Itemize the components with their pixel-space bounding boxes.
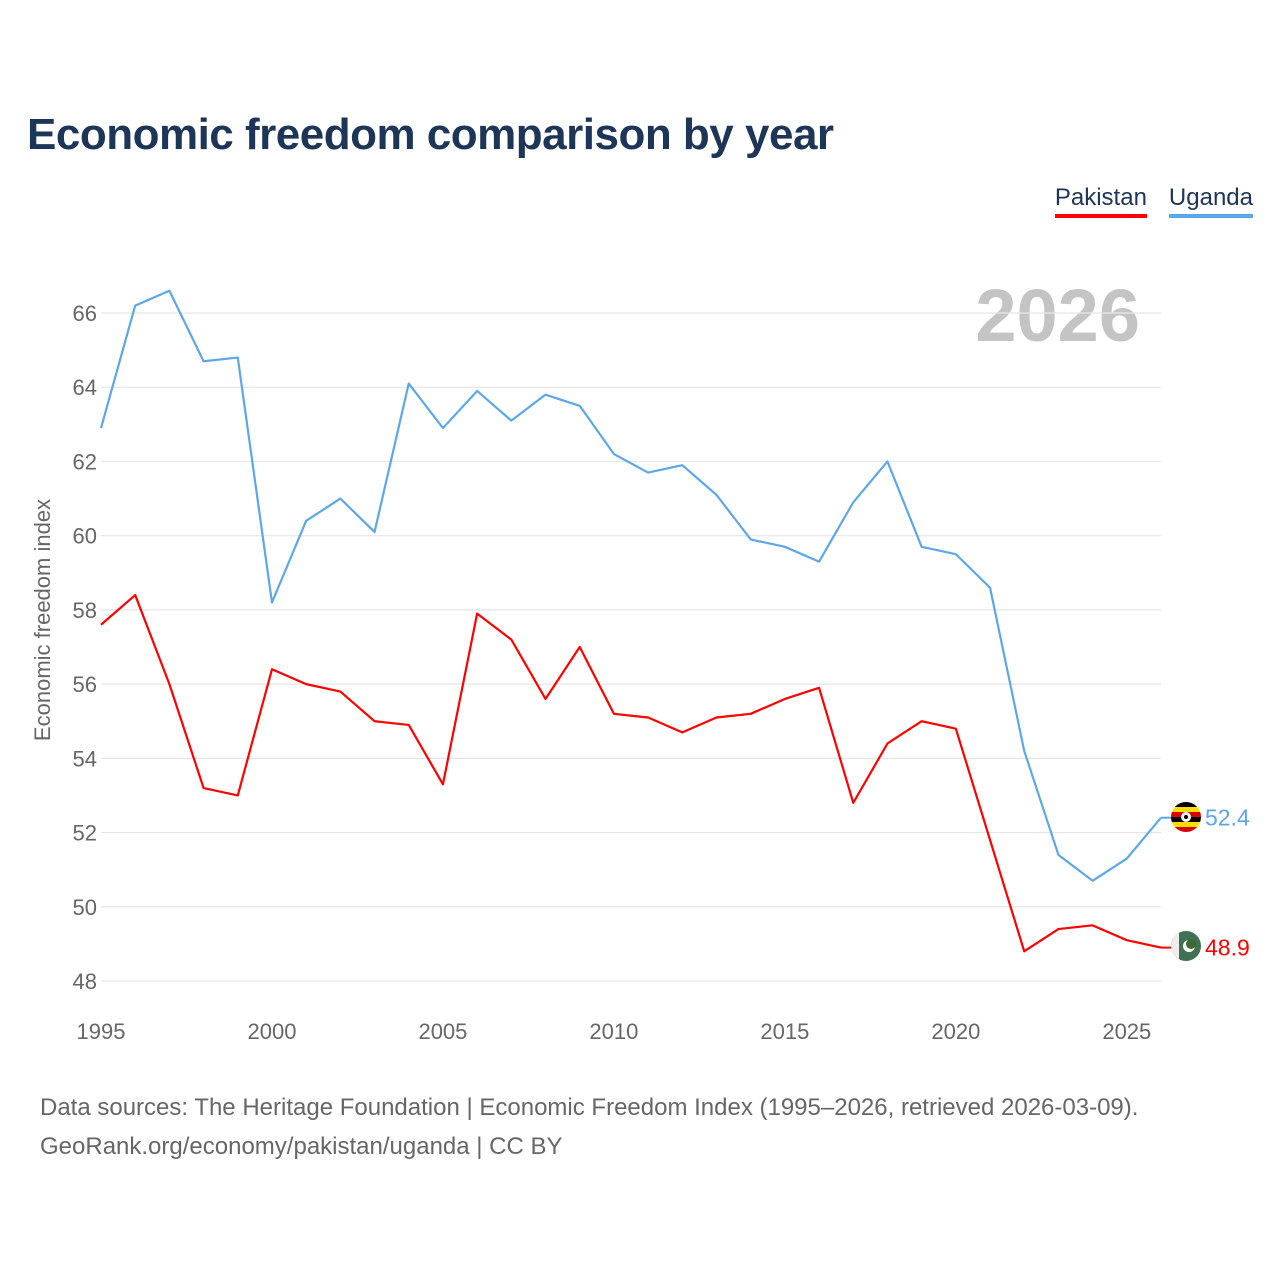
y-tick-label: 56 (73, 672, 97, 697)
data-point-uganda[interactable] (166, 288, 172, 294)
data-point-pakistan[interactable] (337, 689, 343, 695)
data-point-uganda[interactable] (1055, 852, 1061, 858)
data-point-uganda[interactable] (1090, 878, 1096, 884)
x-tick-label: 2010 (589, 1019, 638, 1044)
data-point-pakistan[interactable] (269, 666, 275, 672)
data-point-uganda[interactable] (850, 499, 856, 505)
legend: Pakistan Uganda (1054, 184, 1253, 218)
data-point-pakistan[interactable] (235, 792, 241, 798)
data-point-uganda[interactable] (645, 470, 651, 476)
data-point-uganda[interactable] (372, 529, 378, 535)
data-point-uganda[interactable] (919, 544, 925, 550)
data-source-text: Data sources: The Heritage Foundation | … (40, 1094, 1139, 1121)
data-point-uganda[interactable] (508, 418, 514, 424)
legend-item-pakistan[interactable]: Pakistan (1054, 184, 1147, 218)
y-tick-label: 62 (73, 449, 97, 474)
year-watermark: 2026 (975, 274, 1140, 357)
data-point-pakistan[interactable] (372, 718, 378, 724)
data-point-uganda[interactable] (748, 536, 754, 542)
pakistan-flag-icon (1171, 931, 1201, 961)
data-point-pakistan[interactable] (850, 800, 856, 806)
data-point-uganda[interactable] (235, 355, 241, 361)
data-point-uganda[interactable] (782, 544, 788, 550)
x-tick-label: 2025 (1102, 1019, 1151, 1044)
data-point-pakistan[interactable] (543, 696, 549, 702)
data-point-uganda[interactable] (132, 303, 138, 309)
data-point-uganda[interactable] (987, 585, 993, 591)
data-point-pakistan[interactable] (406, 722, 412, 728)
end-value-label-uganda: 52.4 (1205, 805, 1250, 831)
data-point-uganda[interactable] (269, 599, 275, 605)
data-point-pakistan[interactable] (748, 711, 754, 717)
legend-item-uganda[interactable]: Uganda (1168, 184, 1253, 218)
data-point-uganda[interactable] (98, 425, 104, 431)
data-point-pakistan[interactable] (611, 711, 617, 717)
data-point-pakistan[interactable] (508, 637, 514, 643)
y-tick-label: 54 (73, 746, 97, 771)
y-tick-label: 50 (73, 895, 97, 920)
data-point-uganda[interactable] (1124, 856, 1130, 862)
data-point-pakistan[interactable] (166, 681, 172, 687)
x-tick-label: 2000 (247, 1019, 296, 1044)
x-tick-label: 2020 (931, 1019, 980, 1044)
data-point-pakistan[interactable] (1021, 948, 1027, 954)
data-point-pakistan[interactable] (953, 726, 959, 732)
data-point-pakistan[interactable] (679, 729, 685, 735)
data-point-uganda[interactable] (406, 381, 412, 387)
data-point-pakistan[interactable] (440, 781, 446, 787)
data-point-pakistan[interactable] (713, 715, 719, 721)
data-point-pakistan[interactable] (1055, 926, 1061, 932)
data-point-pakistan[interactable] (782, 696, 788, 702)
data-point-pakistan[interactable] (1124, 937, 1130, 943)
data-point-uganda[interactable] (611, 451, 617, 457)
y-tick-label: 66 (73, 301, 97, 326)
y-tick-label: 58 (73, 598, 97, 623)
data-point-uganda[interactable] (816, 559, 822, 565)
y-tick-label: 48 (73, 969, 97, 994)
data-point-pakistan[interactable] (98, 622, 104, 628)
uganda-flag-icon (1171, 802, 1201, 832)
end-value-label-pakistan: 48.9 (1205, 935, 1250, 961)
x-tick-label: 2015 (760, 1019, 809, 1044)
data-point-pakistan[interactable] (645, 715, 651, 721)
x-tick-label: 1995 (77, 1019, 126, 1044)
data-point-uganda[interactable] (884, 458, 890, 464)
x-tick-label: 2005 (418, 1019, 467, 1044)
attribution-link[interactable]: GeoRank.org/economy/pakistan/uganda | CC… (40, 1133, 563, 1160)
data-point-pakistan[interactable] (474, 611, 480, 617)
y-tick-label: 52 (73, 821, 97, 846)
data-point-uganda[interactable] (577, 403, 583, 409)
data-point-pakistan[interactable] (919, 718, 925, 724)
data-point-pakistan[interactable] (1090, 922, 1096, 928)
data-point-pakistan[interactable] (201, 785, 207, 791)
data-point-pakistan[interactable] (884, 740, 890, 746)
data-point-uganda[interactable] (474, 388, 480, 394)
data-point-uganda[interactable] (303, 518, 309, 524)
data-point-uganda[interactable] (1021, 748, 1027, 754)
data-point-uganda[interactable] (543, 392, 549, 398)
data-point-uganda[interactable] (337, 496, 343, 502)
y-tick-label: 64 (73, 375, 97, 400)
data-point-uganda[interactable] (201, 358, 207, 364)
chart-title: Economic freedom comparison by year (27, 110, 834, 159)
data-point-uganda[interactable] (440, 425, 446, 431)
data-point-pakistan[interactable] (987, 837, 993, 843)
data-point-uganda[interactable] (953, 551, 959, 557)
data-point-pakistan[interactable] (577, 644, 583, 650)
data-point-pakistan[interactable] (132, 592, 138, 598)
y-axis-label: Economic freedom index (30, 499, 55, 741)
data-point-uganda[interactable] (713, 492, 719, 498)
footer: Data sources: The Heritage Foundation | … (40, 1088, 1138, 1166)
series-line-pakistan (100, 593, 1162, 953)
data-point-pakistan[interactable] (816, 685, 822, 691)
series-line-uganda (99, 289, 1162, 882)
data-point-uganda[interactable] (679, 462, 685, 468)
data-point-pakistan[interactable] (303, 681, 309, 687)
y-tick-label: 60 (73, 524, 97, 549)
